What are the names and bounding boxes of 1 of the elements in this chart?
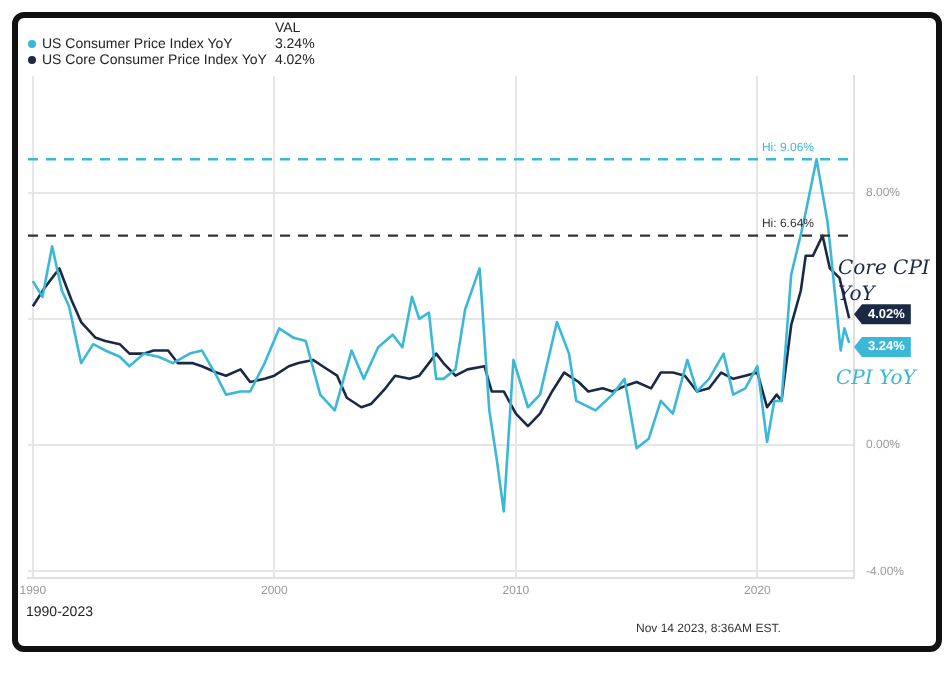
annotation: CPI YoY <box>836 368 916 390</box>
